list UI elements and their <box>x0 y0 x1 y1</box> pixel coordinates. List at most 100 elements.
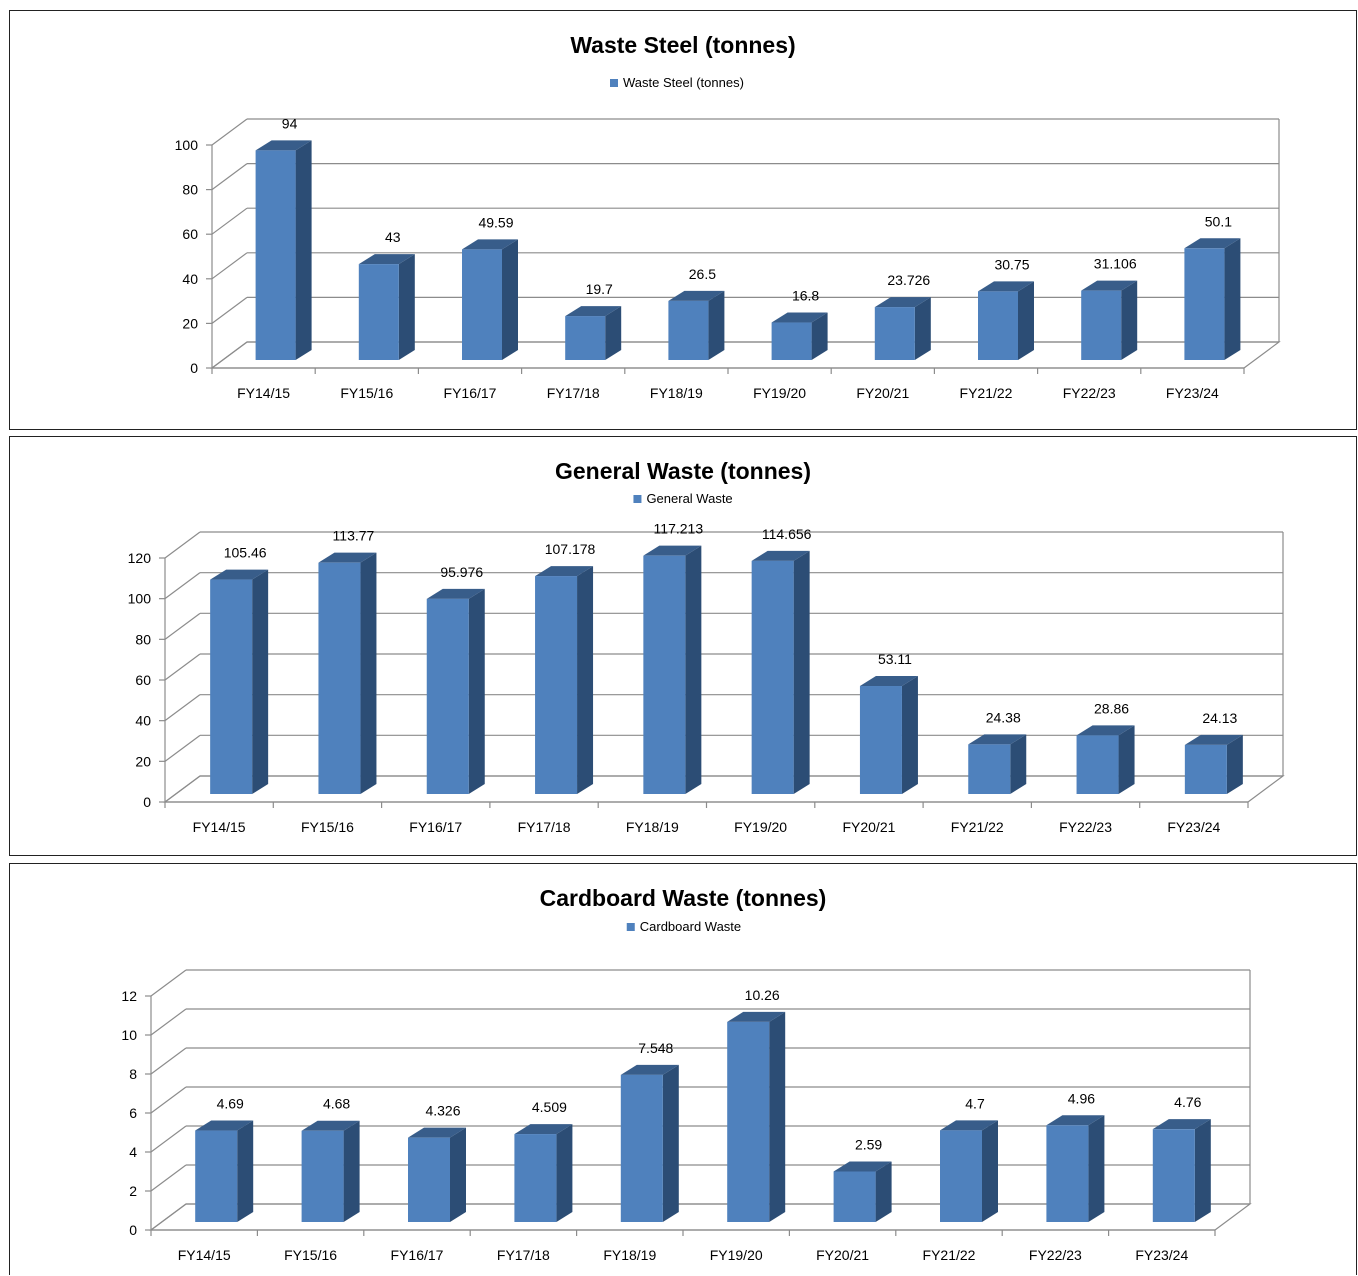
x-tick-label: FY23/24 <box>1167 819 1220 835</box>
bar <box>643 545 702 794</box>
bar-side <box>468 588 485 794</box>
x-tick-label: FY22/23 <box>1063 385 1116 401</box>
legend-label: Cardboard Waste <box>640 919 741 934</box>
bar <box>968 734 1027 794</box>
x-tick-label: FY20/21 <box>856 385 909 401</box>
bar-side <box>875 1161 892 1222</box>
bar-side <box>1018 281 1034 360</box>
data-label: 2.59 <box>855 1136 882 1152</box>
bar-front <box>978 291 1018 360</box>
chart-svg-2: Cardboard Waste (tonnes) Cardboard Waste 0… <box>121 885 1252 1263</box>
bar-top <box>255 140 312 151</box>
bar-side <box>914 297 931 360</box>
data-label: 23.726 <box>887 272 930 288</box>
bar-front <box>874 307 915 360</box>
bar <box>535 566 594 794</box>
bar-front <box>968 744 1011 794</box>
bar-side <box>360 552 377 794</box>
bar <box>426 588 485 794</box>
side-wall-line <box>150 1086 187 1114</box>
bar-side <box>1194 1119 1211 1222</box>
side-wall-line <box>164 734 201 762</box>
bar-top <box>462 239 518 250</box>
legend-label: General Waste <box>646 491 732 506</box>
bar-top <box>978 281 1034 292</box>
bar-front <box>255 150 296 360</box>
legend-label: Waste Steel (tonnes) <box>623 75 744 90</box>
data-label: 7.548 <box>638 1040 673 1056</box>
data-label: 28.86 <box>1094 700 1129 716</box>
bar-front <box>833 1171 876 1222</box>
x-tick-label: FY23/24 <box>1166 385 1219 401</box>
data-label: 30.75 <box>994 256 1029 272</box>
data-label: 26.5 <box>689 266 716 282</box>
bar <box>1046 1115 1105 1222</box>
bar-top <box>1046 1115 1105 1126</box>
bar-front <box>462 249 502 360</box>
bar-front <box>210 579 253 794</box>
y-tick-label: 0 <box>129 1222 137 1238</box>
data-label: 4.68 <box>323 1096 350 1112</box>
data-label: 107.178 <box>545 541 596 557</box>
bar-top <box>318 552 377 563</box>
bar <box>1184 238 1241 360</box>
y-tick-label: 80 <box>135 631 151 647</box>
bar-top <box>833 1161 892 1172</box>
side-wall-line <box>150 1164 187 1192</box>
chart-svg-0: Waste Steel (tonnes) Waste Steel (tonnes)… <box>175 32 1281 401</box>
x-tick-label: FY21/22 <box>951 819 1004 835</box>
y-tick-label: 100 <box>128 591 152 607</box>
bar-front <box>1152 1129 1195 1222</box>
x-tick-label: FY19/20 <box>753 385 806 401</box>
data-label: 4.76 <box>1174 1094 1201 1110</box>
data-label: 4.509 <box>532 1099 567 1115</box>
bar-front <box>859 686 902 794</box>
bar-front <box>565 316 606 360</box>
bar-side <box>769 1011 786 1222</box>
side-wall-line <box>164 694 201 722</box>
bar-front <box>643 555 686 794</box>
bar-top <box>426 588 485 599</box>
bar <box>318 552 377 794</box>
x-tick-label: FY21/22 <box>960 385 1013 401</box>
bar-top <box>1184 734 1243 745</box>
side-wall-line <box>150 969 187 997</box>
general-waste-chart-panel: General Waste (tonnes) General Waste 0 20 40… <box>9 436 1357 856</box>
data-label: 95.976 <box>440 564 483 580</box>
bar <box>1081 280 1138 360</box>
data-label: 16.8 <box>792 288 819 304</box>
bar-top <box>751 550 810 561</box>
bar-side <box>237 1120 254 1222</box>
y-tick-label: 20 <box>182 315 198 331</box>
bar <box>771 312 828 360</box>
bar-top <box>1076 725 1135 736</box>
bar <box>978 281 1034 360</box>
y-tick-label: 60 <box>182 226 198 242</box>
bar-side <box>1118 725 1135 794</box>
bar-front <box>358 264 399 360</box>
side-wall-line <box>211 207 248 235</box>
bar-top <box>940 1120 998 1131</box>
x-tick-label: FY16/17 <box>391 1247 444 1263</box>
bar-top <box>195 1120 254 1131</box>
data-label: 4.326 <box>425 1103 460 1119</box>
x-tick-label: FY20/21 <box>816 1247 869 1263</box>
bar-top <box>620 1064 679 1075</box>
data-label: 10.26 <box>745 987 780 1003</box>
x-tick-label: FY15/16 <box>340 385 393 401</box>
legend-swatch <box>626 923 635 931</box>
y-tick-label: 60 <box>135 672 151 688</box>
bar-side <box>1226 734 1243 794</box>
bar <box>301 1120 360 1222</box>
bar-side <box>685 545 702 794</box>
data-label: 43 <box>385 229 401 245</box>
bar-top <box>358 254 415 265</box>
x-tick-label: FY18/19 <box>603 1247 656 1263</box>
side-wall-line <box>164 612 201 640</box>
bar <box>514 1124 573 1222</box>
waste-steel-chart-panel: Waste Steel (tonnes) Waste Steel (tonnes)… <box>9 10 1357 430</box>
bar-side <box>811 312 828 360</box>
bar-top <box>968 734 1027 745</box>
bar <box>874 297 931 360</box>
side-wall-line <box>150 1047 187 1075</box>
